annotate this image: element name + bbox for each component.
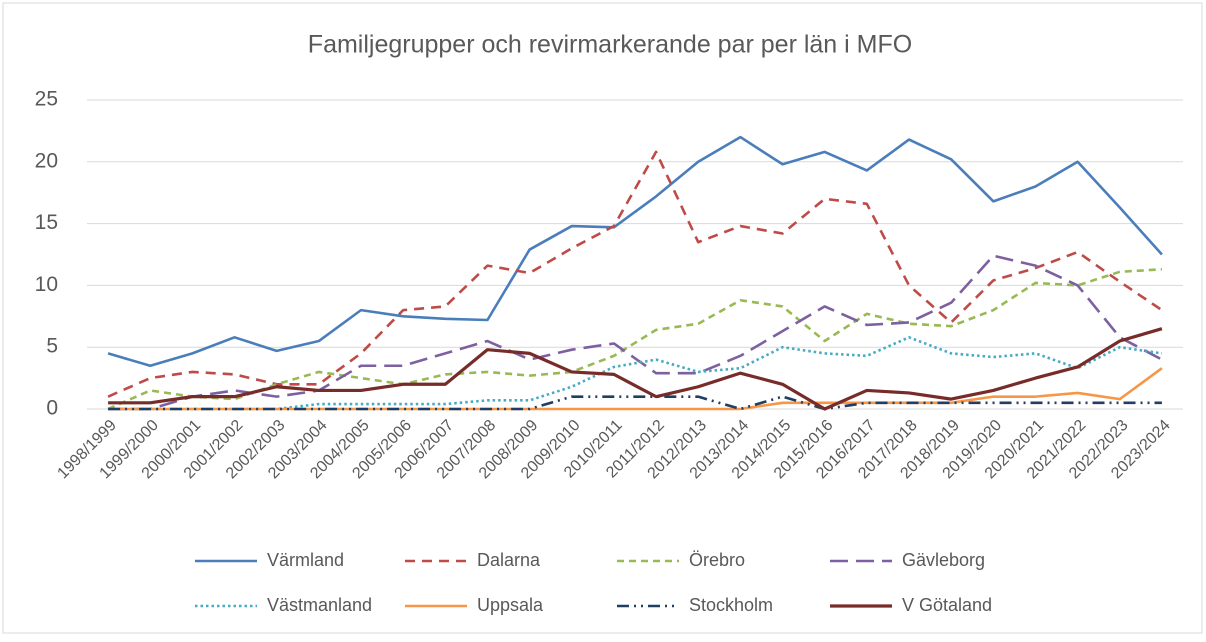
y-tick-label: 20 (35, 149, 58, 172)
series-line (108, 367, 1163, 411)
y-tick-label: 10 (35, 273, 58, 296)
legend-label: Uppsala (477, 595, 544, 615)
legend-label: Värmland (267, 550, 344, 570)
chart-title: Familjegrupper och revirmarkerande par p… (308, 31, 912, 59)
y-tick-label: 25 (35, 88, 58, 111)
legend-label: Västmanland (267, 595, 372, 615)
y-tick-label: 5 (46, 335, 58, 358)
series-line (107, 268, 1162, 411)
series-line (108, 336, 1163, 411)
legend-label: Stockholm (689, 595, 773, 615)
series-line (107, 135, 1163, 368)
series-line (108, 254, 1163, 411)
legend-label: Gävleborg (902, 550, 985, 570)
series-line (108, 395, 1162, 411)
series-line (108, 327, 1163, 411)
legend-label: Örebro (689, 550, 745, 570)
y-tick-label: 15 (35, 211, 58, 234)
y-tick-label: 0 (46, 397, 58, 420)
legend-label: Dalarna (477, 550, 541, 570)
legend-label: V Götaland (902, 595, 992, 615)
